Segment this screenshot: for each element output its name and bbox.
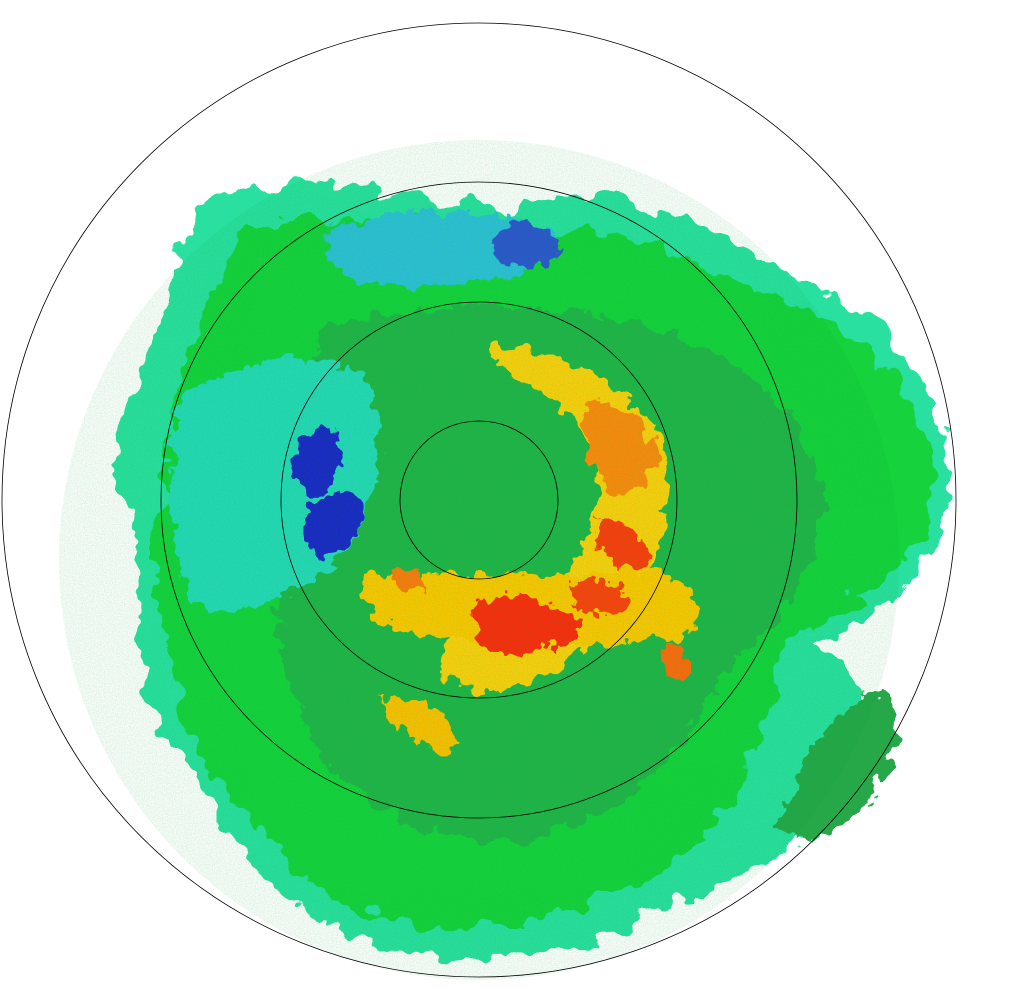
range-ring — [280, 301, 678, 699]
range-ring — [1, 22, 957, 978]
range-rings — [1, 22, 957, 978]
range-ring — [160, 181, 798, 819]
range-ring — [399, 420, 559, 580]
echo-gap — [930, 580, 1029, 820]
